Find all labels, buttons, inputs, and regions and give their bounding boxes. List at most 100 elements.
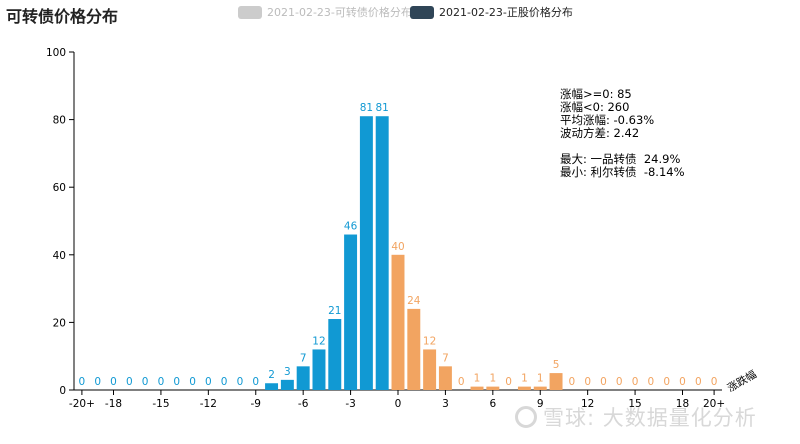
bar-value-label: 0 <box>79 376 86 388</box>
legend-item-convertible[interactable]: 2021-02-23-可转债价格分布 <box>238 4 412 20</box>
bar-value-label: 1 <box>474 373 481 385</box>
bar-value-label: 0 <box>158 376 165 388</box>
bar-value-label: 1 <box>489 373 496 385</box>
bar-value-label: 0 <box>252 376 259 388</box>
stat-avg: 平均涨幅: -0.63% <box>560 113 655 127</box>
bar[interactable] <box>423 349 437 390</box>
stats-panel: 涨幅>=0: 85 涨幅<0: 260 平均涨幅: -0.63% 波动方差: 2.42… <box>560 88 685 179</box>
x-tick-label: -6 <box>298 398 309 410</box>
bar[interactable] <box>407 308 421 390</box>
bar[interactable] <box>312 349 326 390</box>
x-axis-label: 涨跌幅 <box>725 368 759 395</box>
bar-value-label: 0 <box>458 376 465 388</box>
bar-value-label: 0 <box>94 376 101 388</box>
y-tick-label: 20 <box>53 317 66 329</box>
bar-value-label: 0 <box>173 376 180 388</box>
x-tick-label: 20+ <box>703 398 725 410</box>
bar[interactable] <box>486 386 500 390</box>
x-tick-label: 15 <box>628 398 641 410</box>
bar-value-label: 7 <box>442 352 449 364</box>
x-tick-label: 12 <box>581 398 594 410</box>
bar[interactable] <box>470 386 484 390</box>
x-tick-label: 18 <box>676 398 689 410</box>
bars-group <box>265 116 563 390</box>
legend-label-convertible: 2021-02-23-可转债价格分布 <box>267 6 412 19</box>
bar-value-label: 21 <box>328 305 341 317</box>
bar[interactable] <box>533 386 547 390</box>
x-tick-label: 0 <box>395 398 402 410</box>
x-tick-label: -9 <box>251 398 261 410</box>
stat-up: 涨幅>=0: 85 <box>560 87 632 101</box>
bar-value-label: 0 <box>616 376 623 388</box>
watermark: 雪球: 大数据量化分析 <box>515 402 757 432</box>
bar-value-label: 81 <box>376 102 389 114</box>
stat-down: 涨幅<0: 260 <box>560 100 630 114</box>
bar-value-label: 0 <box>505 376 512 388</box>
bar-value-label: 0 <box>584 376 591 388</box>
bar[interactable] <box>517 386 531 390</box>
legend-swatch-stock <box>410 5 434 19</box>
bar-value-label: 0 <box>237 376 244 388</box>
stat-min: 最小: 利尔转债 -8.14% <box>560 165 685 179</box>
bar-value-label: 1 <box>537 373 544 385</box>
x-tick-label: -12 <box>200 398 217 410</box>
legend-swatch-convertible <box>238 5 262 19</box>
bar-value-label: 0 <box>632 376 639 388</box>
bar[interactable] <box>359 116 373 390</box>
bar-value-label: 0 <box>600 376 607 388</box>
bar[interactable] <box>265 383 279 390</box>
y-tick-label: 80 <box>53 115 66 127</box>
bar[interactable] <box>375 116 389 390</box>
bar-value-label: 0 <box>142 376 149 388</box>
bar[interactable] <box>344 234 358 390</box>
bar[interactable] <box>328 319 342 390</box>
bar-value-label: 0 <box>569 376 576 388</box>
bar-value-label: 40 <box>391 241 404 253</box>
x-axis: -20+ -18 -15 -12 -9 -6 -3 0 3 6 9 12 15 18 20+ <box>69 389 725 410</box>
bar[interactable] <box>391 254 405 390</box>
x-tick-label: -15 <box>152 398 169 410</box>
bar[interactable] <box>549 373 563 390</box>
chart-title: 可转债价格分布 <box>6 7 119 26</box>
bar-value-label: 12 <box>423 335 436 347</box>
y-tick-label: 0 <box>59 385 66 397</box>
bar-value-label: 3 <box>284 366 291 378</box>
legend-item-stock[interactable]: 2021-02-23-正股价格分布 <box>410 4 573 20</box>
bar-value-label: 0 <box>695 376 702 388</box>
bar-value-label: 0 <box>679 376 686 388</box>
x-tick-label: -20+ <box>69 398 95 410</box>
bar-value-label: 0 <box>110 376 117 388</box>
bar-value-label: 0 <box>221 376 228 388</box>
bar-value-label: 0 <box>205 376 212 388</box>
x-tick-label: 6 <box>489 398 496 410</box>
bar-value-label: 5 <box>553 359 560 371</box>
bar[interactable] <box>296 366 310 390</box>
stat-var: 波动方差: 2.42 <box>560 126 640 140</box>
x-tick-label: -3 <box>345 398 355 410</box>
bar-value-label: 7 <box>300 352 307 364</box>
bar-value-label: 2 <box>268 369 275 381</box>
x-tick-label: 9 <box>537 398 544 410</box>
bar[interactable] <box>438 366 452 390</box>
bar-value-label: 0 <box>648 376 655 388</box>
bar-value-label: 0 <box>189 376 196 388</box>
bar-value-label: 0 <box>126 376 133 388</box>
bar-value-label: 1 <box>521 373 528 385</box>
bar-value-label: 81 <box>360 102 373 114</box>
y-tick-label: 40 <box>53 250 66 262</box>
bar-value-label: 0 <box>663 376 670 388</box>
bar-value-label: 12 <box>312 335 325 347</box>
bar[interactable] <box>280 379 294 390</box>
stat-max: 最大: 一品转债 24.9% <box>560 152 681 166</box>
bar-value-label: 46 <box>344 221 358 233</box>
watermark-text: 雪球: 大数据量化分析 <box>543 406 757 430</box>
x-tick-label: -18 <box>105 398 122 410</box>
bar-value-label: 24 <box>407 295 421 307</box>
x-tick-label: 3 <box>442 398 449 410</box>
legend-label-stock: 2021-02-23-正股价格分布 <box>439 6 573 19</box>
bar-value-label: 0 <box>711 376 718 388</box>
y-tick-label: 100 <box>46 47 66 59</box>
y-axis: 0 20 40 60 80 100 <box>46 47 75 397</box>
